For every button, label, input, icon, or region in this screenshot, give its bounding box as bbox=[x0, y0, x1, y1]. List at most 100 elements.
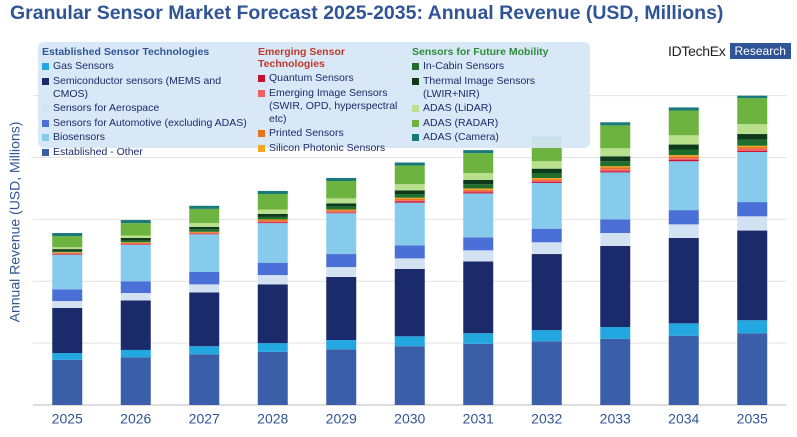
legend-item: Established - Other bbox=[42, 146, 252, 159]
legend-swatch bbox=[258, 130, 265, 137]
bar-segment bbox=[737, 320, 768, 334]
bar-segment bbox=[189, 231, 220, 233]
bar-segment bbox=[257, 284, 288, 344]
bar-segment bbox=[189, 233, 220, 234]
bar-segment bbox=[668, 323, 699, 336]
legend-label: Quantum Sensors bbox=[269, 72, 354, 84]
bar-segment bbox=[600, 233, 631, 247]
legend-label: Established - Other bbox=[53, 145, 143, 158]
bar-segment bbox=[600, 167, 631, 170]
bar-segment bbox=[189, 229, 220, 232]
legend-swatch bbox=[42, 105, 49, 112]
legend-swatch bbox=[42, 119, 49, 127]
bar-segment bbox=[737, 333, 768, 405]
bar-segment bbox=[463, 189, 494, 191]
legend-item: Thermal Image Sensors (LWIR+NIR) bbox=[412, 75, 587, 101]
bar-segment bbox=[326, 349, 357, 405]
bar-segment bbox=[52, 233, 83, 237]
logo-tag: Research bbox=[729, 43, 791, 59]
bar-segment bbox=[463, 188, 494, 190]
bar-segment bbox=[668, 155, 699, 157]
bar-segment bbox=[531, 228, 562, 243]
bar-segment bbox=[257, 275, 288, 285]
y-axis-label: Annual Revenue (USD, Millions) bbox=[7, 122, 23, 323]
legend-swatch bbox=[412, 77, 419, 85]
bar-segment bbox=[52, 289, 83, 302]
bar-segment bbox=[189, 226, 220, 230]
bar-segment bbox=[463, 343, 494, 405]
x-tick-label: 2029 bbox=[326, 411, 357, 427]
legend-column: Sensors for Future Mobility In-Cabin Sens… bbox=[412, 46, 587, 146]
bar-segment bbox=[737, 216, 768, 231]
bar-segment bbox=[326, 213, 357, 255]
bar-segment bbox=[737, 139, 768, 146]
bar-segment bbox=[120, 349, 151, 358]
legend-label: Biosensors bbox=[53, 131, 105, 143]
bar-segment bbox=[668, 160, 699, 162]
legend-label: ADAS (Camera) bbox=[423, 131, 499, 143]
bar-segment bbox=[189, 284, 220, 293]
chart-title: Granular Sensor Market Forecast 2025-203… bbox=[10, 2, 723, 24]
legend-item: Quantum Sensors bbox=[258, 72, 408, 85]
legend-column: Emerging Sensor Technologies Quantum Sens… bbox=[258, 46, 408, 156]
bar-segment bbox=[52, 353, 83, 360]
x-tick-label: 2030 bbox=[394, 411, 425, 427]
bar-segment bbox=[257, 223, 288, 263]
legend-swatch bbox=[258, 89, 265, 97]
x-tick-label: 2034 bbox=[668, 411, 699, 427]
bar-segment bbox=[120, 281, 151, 294]
legend-group-title: Emerging Sensor Technologies bbox=[258, 46, 345, 70]
bar-segment bbox=[394, 336, 425, 347]
legend-item: Biosensors bbox=[42, 131, 252, 144]
bar-segment bbox=[531, 168, 562, 174]
bar-segment bbox=[394, 346, 425, 405]
bar-segment bbox=[463, 173, 494, 180]
bar-segment bbox=[189, 354, 220, 405]
bar-segment bbox=[257, 343, 288, 352]
bar-segment bbox=[52, 254, 83, 255]
bar-segment bbox=[189, 271, 220, 285]
bar-segment bbox=[257, 221, 288, 223]
bar-segment bbox=[326, 177, 357, 182]
legend-swatch bbox=[412, 63, 419, 70]
bar-segment bbox=[326, 254, 357, 268]
bar-segment bbox=[52, 247, 83, 250]
x-tick-label: 2027 bbox=[189, 411, 220, 427]
legend-swatch bbox=[412, 134, 419, 141]
bar-segment bbox=[189, 233, 220, 235]
bar-segment bbox=[120, 243, 151, 245]
bar-segment bbox=[668, 135, 699, 145]
bar-segment bbox=[600, 327, 631, 339]
bar-segment bbox=[600, 161, 631, 167]
bar-segment bbox=[531, 242, 562, 255]
legend-group-title: Established Sensor Technologies bbox=[42, 46, 210, 58]
bar-segment bbox=[668, 156, 699, 159]
bar-segment bbox=[463, 250, 494, 262]
bar-segment bbox=[668, 224, 699, 238]
legend-group-title: Sensors for Future Mobility bbox=[412, 46, 549, 58]
legend-item: ADAS (Camera) bbox=[412, 131, 587, 144]
legend-item: Printed Sensors bbox=[258, 127, 408, 140]
bar-segment bbox=[257, 222, 288, 224]
bar-segment bbox=[531, 254, 562, 331]
bar-segment bbox=[394, 162, 425, 166]
bar-segment bbox=[668, 149, 699, 156]
bar-segment bbox=[52, 301, 83, 308]
bar-segment bbox=[668, 158, 699, 161]
x-tick-label: 2025 bbox=[52, 411, 83, 427]
bar-segment bbox=[326, 276, 357, 341]
legend-label: Silicon Photonic Sensors bbox=[269, 141, 386, 154]
bar-segment bbox=[120, 240, 151, 243]
bar-segment bbox=[120, 242, 151, 244]
legend-item: ADAS (RADAR) bbox=[412, 117, 587, 130]
bar-segment bbox=[257, 351, 288, 405]
bar-segment bbox=[463, 333, 494, 344]
bar-segment bbox=[257, 209, 288, 214]
bar-segment bbox=[394, 190, 425, 195]
bar-segment bbox=[463, 179, 494, 185]
x-tick-label: 2026 bbox=[120, 411, 151, 427]
bar-segment bbox=[463, 184, 494, 189]
legend-item: Sensors for Aerospace bbox=[42, 102, 252, 115]
bar-segment bbox=[463, 261, 494, 334]
